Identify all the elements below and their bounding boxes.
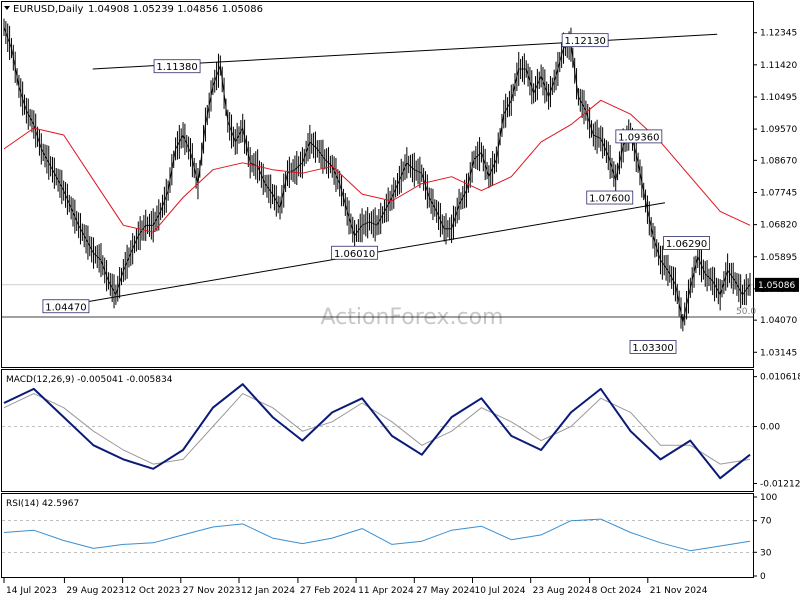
level-line-label: 50.0	[736, 307, 756, 317]
price-ytick-label: 1.10495	[760, 93, 797, 103]
macd-ytick-label: 0.010618	[760, 373, 800, 383]
xtick-label: 27 Nov 2023	[183, 586, 241, 596]
rsi-ytick-label: 30	[760, 548, 772, 558]
xtick-label: 23 Aug 2024	[533, 586, 591, 596]
xtick-label: 8 Oct 2024	[592, 586, 642, 596]
price-annotation-box	[663, 236, 710, 250]
price-ytick-label: 1.08670	[760, 156, 797, 166]
price-ytick-label: 1.07745	[760, 188, 797, 198]
sma-line	[3, 99, 751, 233]
current-price-box	[755, 277, 799, 292]
rsi-ytick-label: 100	[760, 493, 777, 503]
price-annotation-box	[615, 129, 663, 144]
price-annotation-box	[331, 245, 379, 260]
price-ytick-label: 1.11420	[760, 61, 797, 71]
macd-signal-line	[3, 393, 751, 465]
macd-line	[3, 383, 751, 480]
price-ytick-label: 1.06820	[760, 221, 797, 231]
xtick-label: 14 Jul 2023	[6, 586, 57, 596]
rsi-title: RSI(14) 42.5967	[6, 499, 79, 509]
rsi-panel-frame	[1, 493, 754, 578]
symbol-label: EURUSD,Daily	[13, 4, 84, 15]
price-annotation-label: 1.06290	[666, 239, 707, 250]
price-annotation-label: 1.06010	[334, 249, 375, 260]
rsi-line	[3, 518, 751, 552]
price-annotation-box	[561, 33, 609, 48]
watermark: ActionForex.com	[321, 305, 504, 330]
macd-title: MACD(12,26,9) -0.005041 -0.005834	[6, 375, 173, 385]
xtick-label: 12 Jan 2024	[241, 586, 295, 596]
price-annotation-label: 1.03300	[632, 343, 673, 354]
price-ytick-label: 1.03145	[760, 348, 797, 358]
macd-ytick-label: 0.00	[760, 423, 780, 433]
dropdown-triangle-icon[interactable]	[4, 6, 10, 10]
macd-ytick-label: -0.01212	[760, 480, 800, 490]
price-panel-frame	[1, 1, 754, 368]
price-annotation-label: 1.04470	[45, 302, 86, 313]
price-annotation-box	[42, 299, 90, 314]
price-ytick-label: 1.05895	[760, 253, 797, 263]
xtick-label: 21 Nov 2024	[650, 586, 708, 596]
rsi-ytick-label: 0	[760, 572, 766, 582]
ohlc-label: 1.04908 1.05239 1.04856 1.05086	[88, 4, 263, 15]
xtick-label: 27 May 2024	[416, 586, 475, 596]
price-annotation-label: 1.09360	[618, 132, 659, 143]
price-ytick-label: 1.04070	[760, 316, 797, 326]
price-annotation-label: 1.12130	[564, 36, 605, 47]
price-annotation-label: 1.11380	[156, 62, 197, 73]
price-ytick-label: 1.12345	[760, 29, 797, 39]
price-annotation-box	[629, 339, 677, 354]
price-annotation-box	[586, 190, 634, 205]
rsi-ytick-label: 70	[760, 517, 772, 527]
price-annotation-box	[153, 59, 201, 74]
price-annotation-label: 1.07600	[589, 194, 630, 205]
xtick-label: 10 Jul 2024	[474, 586, 525, 596]
xtick-label: 29 Aug 2023	[66, 586, 124, 596]
current-price-label: 1.05086	[758, 281, 795, 291]
macd-panel-frame	[1, 369, 754, 492]
xtick-label: 12 Oct 2023	[125, 586, 181, 596]
xtick-label: 11 Apr 2024	[358, 586, 414, 596]
xtick-label: 27 Feb 2024	[300, 586, 356, 596]
price-ytick-label: 1.09570	[760, 125, 797, 135]
